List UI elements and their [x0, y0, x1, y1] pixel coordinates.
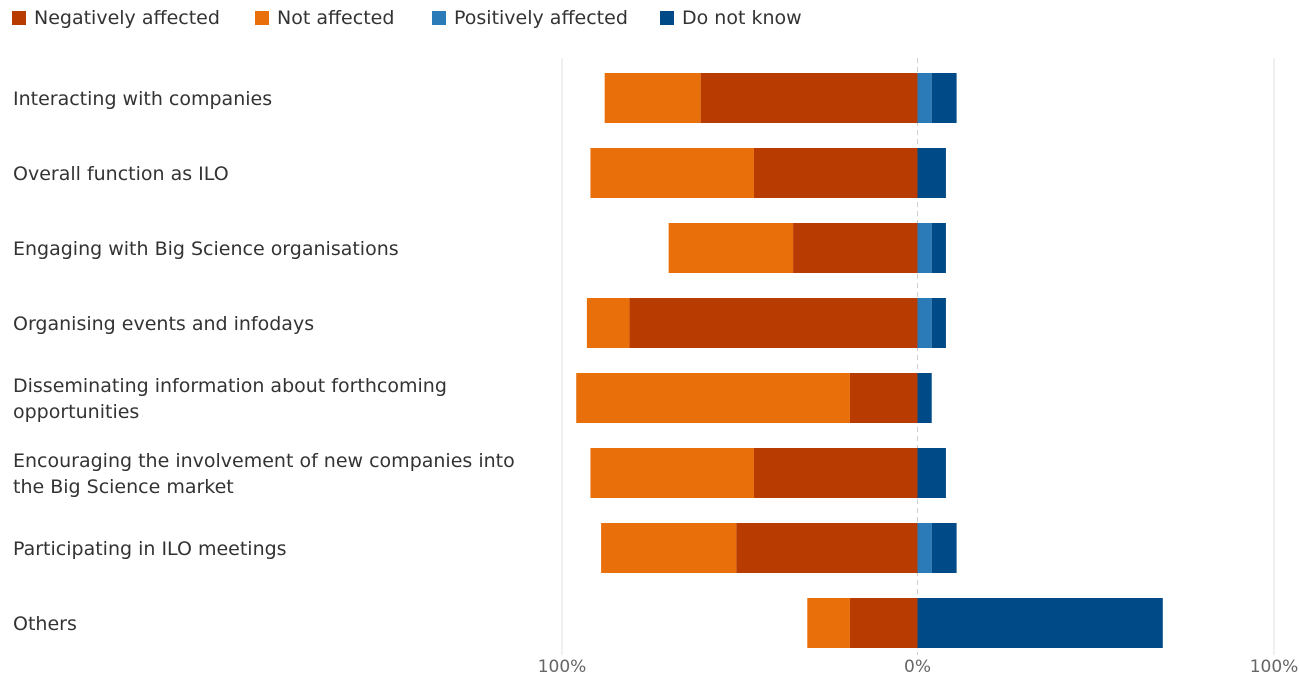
legend-swatch-2 [255, 11, 269, 25]
bar-1-row-8 [849, 598, 918, 648]
bar-2-row-3 [668, 223, 794, 273]
bar-2-row-1 [604, 73, 701, 123]
legend-label-1: Negatively affected [34, 7, 220, 29]
bar-4-row-2 [917, 148, 946, 198]
bar-1-row-6 [753, 448, 918, 498]
bar-2-row-8 [807, 598, 850, 648]
legend-swatch-4 [660, 11, 674, 25]
legend-label-2: Not affected [277, 7, 394, 29]
bar-4-row-1 [931, 73, 957, 123]
bar-2-row-5 [576, 373, 850, 423]
category-label-1: Interacting with companies [13, 88, 272, 110]
category-label-5-line-1: Disseminating information about forthcom… [13, 375, 447, 397]
legend-label-3: Positively affected [454, 7, 628, 29]
category-label-3: Engaging with Big Science organisations [13, 238, 399, 260]
bar-1-row-4 [629, 298, 918, 348]
bar-4-row-7 [931, 523, 957, 573]
bar-1-row-5 [849, 373, 918, 423]
bar-2-row-4 [586, 298, 630, 348]
bar-3-row-7 [917, 523, 932, 573]
legend-label-4: Do not know [682, 7, 802, 29]
category-label-2: Overall function as ILO [13, 163, 229, 185]
bar-4-row-6 [917, 448, 946, 498]
bar-1-row-7 [736, 523, 918, 573]
bar-2-row-2 [590, 148, 754, 198]
category-label-6-line-2: the Big Science market [13, 476, 234, 498]
bar-4-row-8 [917, 598, 1163, 648]
bar-4-row-4 [931, 298, 946, 348]
bar-3-row-1 [917, 73, 932, 123]
bar-3-row-3 [917, 223, 932, 273]
category-label-8: Others [13, 613, 77, 635]
bar-4-row-3 [931, 223, 946, 273]
bar-1-row-3 [793, 223, 918, 273]
bar-3-row-4 [917, 298, 932, 348]
x-tick-label-3: 100% [1250, 657, 1299, 677]
bar-1-row-1 [700, 73, 918, 123]
x-tick-label-2: 0% [904, 657, 931, 677]
x-tick-label-1: 100% [538, 657, 587, 677]
category-label-4: Organising events and infodays [13, 313, 314, 335]
bar-4-row-5 [917, 373, 932, 423]
legend-swatch-3 [432, 11, 446, 25]
legend-swatch-1 [12, 11, 26, 25]
bar-2-row-7 [601, 523, 737, 573]
category-label-7: Participating in ILO meetings [13, 538, 287, 560]
bar-1-row-2 [753, 148, 918, 198]
category-label-5-line-2: opportunities [13, 401, 139, 423]
category-label-6-line-1: Encouraging the involvement of new compa… [13, 450, 515, 472]
bar-2-row-6 [590, 448, 754, 498]
